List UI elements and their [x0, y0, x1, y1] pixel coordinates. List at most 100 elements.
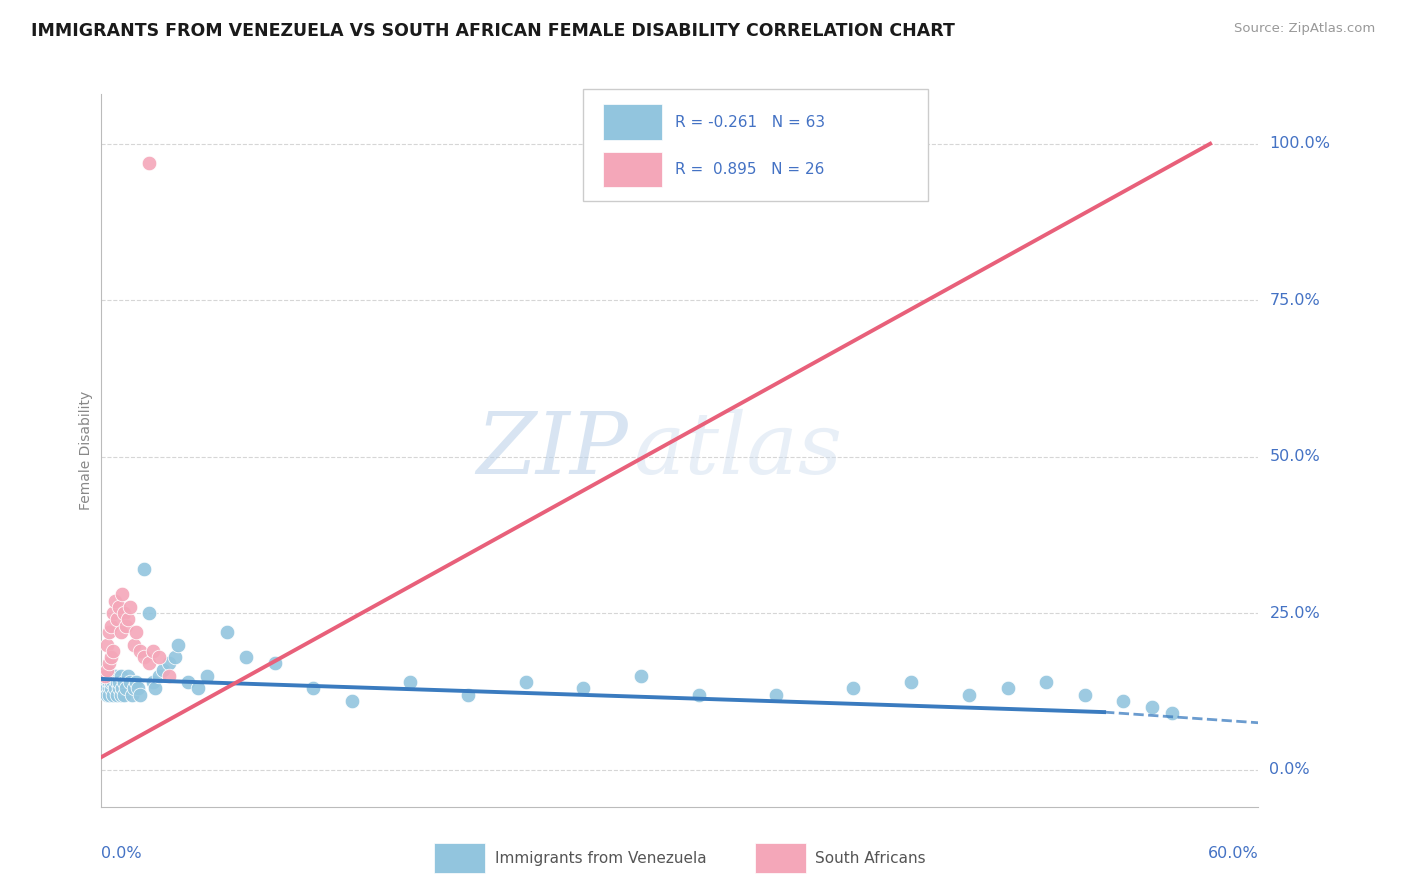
Point	[138, 657, 160, 671]
Point	[97, 625, 120, 640]
Point	[177, 675, 200, 690]
Point	[120, 599, 142, 614]
Point	[112, 606, 135, 620]
Point	[110, 625, 132, 640]
Point	[121, 688, 143, 702]
Point	[340, 694, 363, 708]
Point	[138, 606, 160, 620]
Point	[104, 593, 127, 607]
Point	[111, 681, 134, 696]
Y-axis label: Female Disability: Female Disability	[79, 391, 93, 510]
Point	[398, 675, 420, 690]
Text: Source: ZipAtlas.com: Source: ZipAtlas.com	[1234, 22, 1375, 36]
Point	[157, 669, 180, 683]
Point	[111, 587, 134, 601]
Point	[122, 681, 145, 696]
Text: South Africans: South Africans	[815, 851, 927, 865]
Point	[104, 681, 127, 696]
Point	[163, 650, 186, 665]
Text: 75.0%: 75.0%	[1270, 293, 1320, 308]
Point	[104, 669, 127, 683]
Point	[115, 618, 138, 632]
Point	[120, 675, 142, 690]
Text: 0.0%: 0.0%	[101, 847, 142, 861]
Point	[122, 638, 145, 652]
Point	[1074, 688, 1097, 702]
Point	[997, 681, 1019, 696]
Point	[572, 681, 595, 696]
Point	[125, 675, 148, 690]
Text: 0.0%: 0.0%	[1270, 762, 1310, 777]
Point	[117, 669, 139, 683]
Point	[302, 681, 325, 696]
Point	[105, 688, 128, 702]
Point	[94, 675, 117, 690]
Point	[765, 688, 787, 702]
Text: atlas: atlas	[634, 409, 842, 491]
Point	[142, 644, 165, 658]
Point	[107, 681, 129, 696]
Point	[157, 657, 180, 671]
Point	[1160, 706, 1182, 721]
Point	[457, 688, 479, 702]
Point	[1035, 675, 1057, 690]
Text: 100.0%: 100.0%	[1270, 136, 1330, 152]
Point	[96, 688, 118, 702]
Point	[138, 155, 160, 169]
Point	[167, 638, 190, 652]
Point	[132, 562, 155, 576]
Point	[152, 663, 174, 677]
Point	[101, 644, 124, 658]
Point	[117, 612, 139, 626]
Point	[1142, 700, 1164, 714]
Point	[97, 675, 120, 690]
Point	[110, 688, 132, 702]
Point	[96, 663, 118, 677]
Point	[143, 681, 166, 696]
Text: 60.0%: 60.0%	[1208, 847, 1258, 861]
Point	[215, 625, 238, 640]
Point	[688, 688, 710, 702]
Point	[105, 612, 128, 626]
Point	[127, 681, 149, 696]
Point	[263, 657, 285, 671]
Point	[96, 638, 118, 652]
Point	[115, 681, 138, 696]
Point	[97, 657, 120, 671]
Point	[96, 669, 118, 683]
Text: IMMIGRANTS FROM VENEZUELA VS SOUTH AFRICAN FEMALE DISABILITY CORRELATION CHART: IMMIGRANTS FROM VENEZUELA VS SOUTH AFRIC…	[31, 22, 955, 40]
Point	[187, 681, 209, 696]
Point	[132, 650, 155, 665]
Point	[96, 681, 118, 696]
Point	[630, 669, 652, 683]
Point	[101, 606, 124, 620]
Text: ZIP: ZIP	[475, 409, 627, 491]
Point	[515, 675, 537, 690]
Point	[125, 625, 148, 640]
Point	[101, 675, 124, 690]
Point	[97, 688, 120, 702]
Point	[195, 669, 218, 683]
Point	[235, 650, 257, 665]
Text: R = -0.261   N = 63: R = -0.261 N = 63	[675, 115, 825, 129]
Point	[112, 675, 135, 690]
Text: 25.0%: 25.0%	[1270, 606, 1320, 621]
Point	[101, 688, 124, 702]
Text: 50.0%: 50.0%	[1270, 450, 1320, 464]
Point	[100, 650, 122, 665]
Point	[842, 681, 865, 696]
Point	[94, 669, 117, 683]
Text: R =  0.895   N = 26: R = 0.895 N = 26	[675, 162, 824, 177]
Point	[110, 669, 132, 683]
Point	[1112, 694, 1135, 708]
Point	[128, 644, 150, 658]
Point	[105, 675, 128, 690]
Point	[112, 688, 135, 702]
Text: Immigrants from Venezuela: Immigrants from Venezuela	[495, 851, 707, 865]
Point	[97, 681, 120, 696]
Point	[957, 688, 980, 702]
Point	[100, 618, 122, 632]
Point	[900, 675, 922, 690]
Point	[128, 688, 150, 702]
Point	[148, 650, 170, 665]
